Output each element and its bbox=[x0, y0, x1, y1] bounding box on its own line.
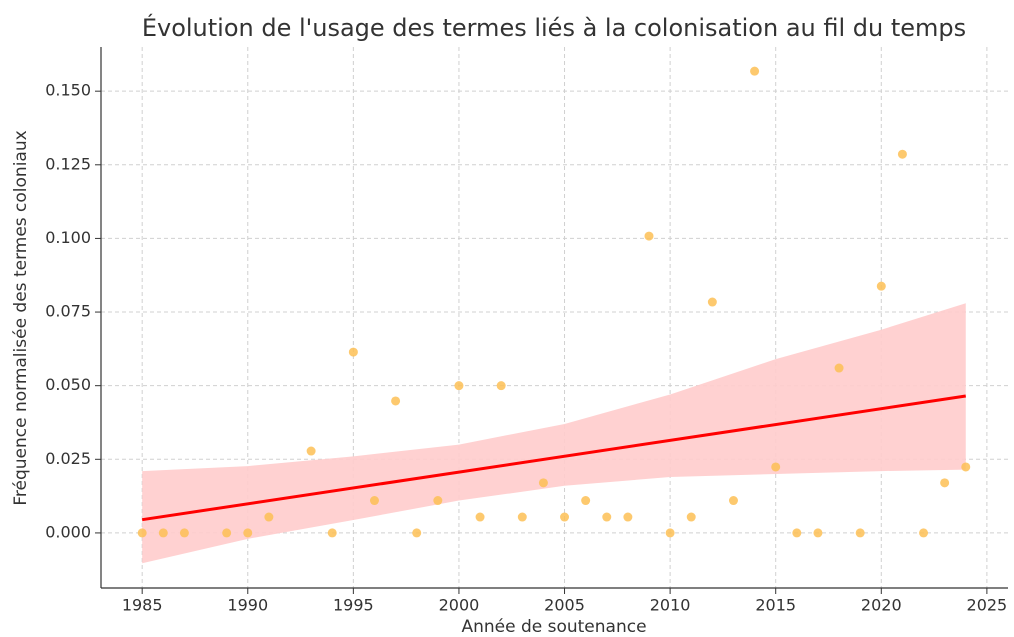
point bbox=[560, 512, 570, 522]
point bbox=[792, 528, 802, 538]
point bbox=[243, 528, 253, 538]
point bbox=[496, 381, 506, 391]
x-tick-label: 2000 bbox=[439, 596, 480, 615]
y-tick-label: 0.125 bbox=[45, 154, 91, 173]
point bbox=[433, 496, 443, 506]
point bbox=[306, 446, 316, 456]
point bbox=[813, 528, 823, 538]
y-tick-label: 0.050 bbox=[45, 375, 91, 394]
point bbox=[919, 528, 929, 538]
x-tick-label: 1985 bbox=[122, 596, 163, 615]
point bbox=[771, 462, 781, 472]
regression-line bbox=[141, 394, 966, 522]
point bbox=[369, 496, 379, 506]
point bbox=[454, 381, 464, 391]
point bbox=[179, 528, 189, 538]
point bbox=[412, 528, 422, 538]
y-tick-label: 0.025 bbox=[45, 449, 91, 468]
point bbox=[750, 66, 760, 76]
point bbox=[602, 512, 612, 522]
x-tick-label: 2010 bbox=[650, 596, 691, 615]
y-tick-label: 0.075 bbox=[45, 302, 91, 321]
point bbox=[538, 478, 548, 488]
point bbox=[623, 512, 633, 522]
point bbox=[728, 496, 738, 506]
y-tick-label: 0.150 bbox=[45, 81, 91, 100]
point bbox=[834, 363, 844, 373]
point bbox=[517, 512, 527, 522]
point bbox=[644, 231, 654, 241]
point bbox=[707, 297, 717, 307]
point bbox=[137, 528, 147, 538]
y-tick-label: 0.000 bbox=[45, 522, 91, 541]
point bbox=[581, 496, 591, 506]
point bbox=[348, 347, 358, 357]
y-tick-label: 0.100 bbox=[45, 228, 91, 247]
point bbox=[222, 528, 232, 538]
confidence-band bbox=[142, 303, 966, 564]
point bbox=[940, 478, 950, 488]
y-axis-label: Fréquence normalisée des termes coloniau… bbox=[11, 130, 31, 505]
x-axis-label: Année de soutenance bbox=[461, 617, 646, 637]
point bbox=[855, 528, 865, 538]
x-tick-label: 2005 bbox=[544, 596, 585, 615]
x-tick-label: 2020 bbox=[861, 596, 902, 615]
point bbox=[961, 462, 971, 472]
point bbox=[665, 528, 675, 538]
point bbox=[391, 396, 401, 406]
point bbox=[158, 528, 168, 538]
x-tick-label: 2025 bbox=[967, 596, 1008, 615]
x-tick-label: 1990 bbox=[227, 596, 268, 615]
point bbox=[897, 149, 907, 159]
chart-title: Évolution de l'usage des termes liés à l… bbox=[142, 13, 966, 42]
point bbox=[876, 281, 886, 291]
point bbox=[264, 512, 274, 522]
point bbox=[475, 512, 485, 522]
point bbox=[327, 528, 337, 538]
x-tick-label: 1995 bbox=[333, 596, 374, 615]
x-tick-label: 2015 bbox=[755, 596, 796, 615]
point bbox=[686, 512, 696, 522]
